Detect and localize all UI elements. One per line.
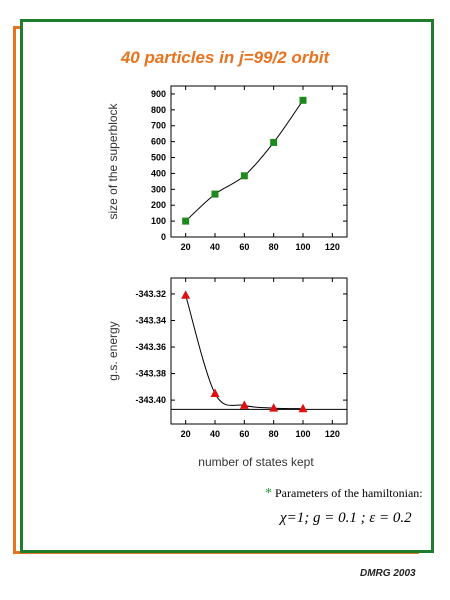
x-tick-label: 60 <box>239 429 249 439</box>
x-tick-label: 120 <box>325 242 340 252</box>
x-axis-label: number of states kept <box>198 455 314 469</box>
y-axis-label: g.s. energy <box>106 321 120 380</box>
data-point <box>210 388 220 397</box>
slide-title: 40 particles in j=99/2 orbit <box>120 48 330 67</box>
data-point <box>299 96 307 104</box>
y-tick-label: -343.38 <box>135 369 166 379</box>
plot-frame <box>170 277 348 425</box>
y-tick-label: 800 <box>151 105 166 115</box>
x-tick-label: 120 <box>325 429 340 439</box>
y-tick-label: -343.36 <box>135 342 166 352</box>
y-tick-label: 700 <box>151 121 166 131</box>
y-tick-label: 100 <box>151 216 166 226</box>
data-point <box>298 403 308 413</box>
y-tick-label: -343.32 <box>135 289 166 299</box>
y-tick-label: 500 <box>151 153 166 163</box>
x-tick-label: 40 <box>210 242 220 252</box>
y-tick-label: 400 <box>151 168 166 178</box>
y-tick-label: 200 <box>151 200 166 210</box>
data-point <box>269 403 279 412</box>
footer-label: DMRG 2003 <box>360 568 416 579</box>
y-tick-label: 0 <box>161 232 166 242</box>
x-tick-label: 80 <box>269 429 279 439</box>
series-line <box>185 295 304 410</box>
note-marker: * <box>265 486 272 501</box>
y-tick-label: -343.40 <box>135 395 166 405</box>
x-tick-label: 100 <box>295 242 310 252</box>
data-point <box>181 290 191 299</box>
y-tick-label: 900 <box>151 89 166 99</box>
y-axis-label: size of the superblock <box>106 102 120 219</box>
data-point <box>211 190 219 198</box>
y-tick-label: 600 <box>151 137 166 147</box>
parameters-note: * Parameters of the hamiltonian: <box>265 486 423 502</box>
ground-state-energy-chart: 20 40 60 80 100 120 -343.32 -343.34 -343.36 -343.… <box>106 277 348 439</box>
parameters-note-text: Parameters of the hamiltonian: <box>275 486 423 500</box>
x-tick-label: 100 <box>295 429 310 439</box>
x-tick-label: 20 <box>181 242 191 252</box>
x-tick-label: 60 <box>239 242 249 252</box>
frame-green-border <box>20 19 434 553</box>
x-tick-label: 80 <box>269 242 279 252</box>
data-point <box>182 217 190 225</box>
parameters-values: χ=1; g = 0.1 ; ε = 0.2 <box>280 510 412 526</box>
x-tick-label: 40 <box>210 429 220 439</box>
data-point <box>270 138 278 146</box>
plot-frame <box>170 85 348 238</box>
y-tick-label: 300 <box>151 184 166 194</box>
data-point <box>240 172 248 180</box>
series-line <box>185 100 304 222</box>
superblock-size-chart: 20 40 60 80 100 120 0 100 200 300 400 500 600 700 800 9… <box>106 85 348 252</box>
y-tick-label: -343.34 <box>135 315 166 325</box>
data-point <box>239 400 249 409</box>
x-tick-label: 20 <box>181 429 191 439</box>
